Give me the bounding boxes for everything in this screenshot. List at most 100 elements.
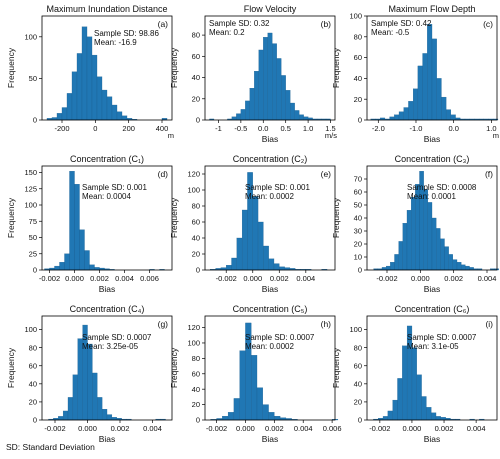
y-tick-label: 0 bbox=[358, 116, 362, 125]
x-tick-label: -0.002 bbox=[39, 274, 60, 283]
histogram-bar bbox=[66, 93, 73, 121]
histogram-bar bbox=[382, 416, 389, 421]
y-tick-label: 0 bbox=[33, 416, 37, 425]
panel-title: Concentration (C₁) bbox=[70, 154, 144, 164]
panel-letter: (f) bbox=[485, 169, 493, 179]
histogram-bar bbox=[91, 54, 98, 121]
panel-title: Concentration (C₃) bbox=[395, 154, 470, 164]
plot-frame bbox=[366, 315, 498, 421]
histogram-bar bbox=[231, 116, 237, 121]
y-axis-label: Frequency bbox=[331, 47, 341, 88]
stat-sample-sd: Sample SD: 0.0007 bbox=[407, 333, 477, 342]
histogram-bar bbox=[106, 96, 113, 121]
histogram-bar bbox=[231, 257, 237, 271]
histogram-bar bbox=[89, 264, 95, 271]
histogram-bar bbox=[87, 343, 93, 421]
histogram-bar bbox=[392, 399, 398, 421]
histogram-bar bbox=[106, 414, 113, 421]
panel-title: Concentration (C₂) bbox=[233, 154, 308, 164]
y-tick-label: 20 bbox=[354, 398, 362, 407]
histogram-bar bbox=[281, 75, 286, 121]
y-tick-label: 20 bbox=[192, 250, 200, 259]
x-axis-label: Bias bbox=[99, 434, 116, 444]
y-tick-label: 40 bbox=[29, 379, 37, 388]
stat-sample-sd: Sample SD: 0.001 bbox=[82, 183, 147, 192]
stat-sample-sd: Sample SD: 98.86 bbox=[94, 29, 159, 38]
histogram-bar bbox=[408, 101, 414, 121]
histogram-bar bbox=[227, 412, 235, 421]
y-tick-label: 0 bbox=[33, 266, 37, 275]
histogram-bar bbox=[268, 412, 275, 421]
histogram-panel-9: -0.002 0.000 0.002 0.004 0 20 40 60 80 100 Concent… bbox=[331, 304, 498, 444]
histogram-bar bbox=[61, 107, 68, 121]
panel-title: Flow Velocity bbox=[244, 4, 297, 14]
x-tick-label: 0.002 bbox=[90, 274, 109, 283]
histogram-bar bbox=[245, 100, 250, 121]
x-tick-label: -0.002 bbox=[369, 424, 390, 433]
x-tick-label: 0.002 bbox=[111, 424, 130, 433]
histogram-bar bbox=[86, 36, 93, 121]
histogram-bar bbox=[272, 43, 277, 121]
histogram-bar bbox=[121, 115, 128, 121]
y-tick-label: 10 bbox=[354, 253, 362, 262]
histogram-bar bbox=[262, 404, 269, 421]
y-tick-label: 40 bbox=[354, 379, 362, 388]
histogram-bar bbox=[256, 387, 263, 421]
histogram-bar bbox=[97, 397, 103, 421]
y-tick-label: 40 bbox=[354, 214, 362, 223]
x-tick-label: 1.0 bbox=[303, 124, 313, 133]
histogram-bar bbox=[440, 417, 446, 421]
histogram-bar bbox=[440, 238, 445, 271]
histogram-bar bbox=[411, 197, 416, 271]
y-tick-label: 20 bbox=[29, 398, 37, 407]
histogram-bar bbox=[436, 78, 442, 121]
y-tick-label: 60 bbox=[192, 369, 200, 378]
y-tick-label: 100 bbox=[24, 325, 37, 334]
histogram-bar bbox=[59, 262, 65, 271]
histogram-bar bbox=[111, 417, 117, 421]
histogram-bar bbox=[71, 71, 78, 121]
histogram-panel-4: -0.002 0.000 0.002 0.004 0.006 0 25 50 75 100 125 1… bbox=[6, 154, 173, 294]
histogram-bar bbox=[303, 116, 309, 121]
histogram-bar bbox=[111, 104, 118, 121]
plot-frame bbox=[41, 165, 173, 271]
histogram-bar bbox=[417, 65, 423, 121]
x-tick-label: 1.5 bbox=[325, 124, 335, 133]
y-tick-label: 40 bbox=[192, 234, 200, 243]
histogram-bar bbox=[389, 116, 395, 121]
histogram-bar bbox=[426, 407, 432, 421]
x-axis-unit: m/s bbox=[325, 131, 337, 140]
footnote-standard-deviation: SD: Standard Deviation bbox=[6, 442, 95, 452]
y-tick-label: 25 bbox=[29, 249, 37, 258]
panel-letter: (a) bbox=[158, 19, 169, 29]
x-tick-label: 0.004 bbox=[467, 424, 486, 433]
x-axis-unit: m bbox=[168, 131, 174, 140]
x-tick-label: 0.000 bbox=[65, 274, 84, 283]
histogram-bar bbox=[241, 209, 248, 271]
histogram-bar bbox=[431, 412, 437, 421]
stat-sample-sd: Sample SD: 0.0007 bbox=[82, 333, 152, 342]
y-tick-label: 20 bbox=[192, 94, 200, 103]
y-tick-label: 80 bbox=[29, 343, 37, 352]
x-tick-label: 0.000 bbox=[411, 274, 430, 283]
stat-mean: Mean: -16.9 bbox=[94, 38, 137, 47]
y-tick-label: 60 bbox=[354, 53, 362, 62]
y-tick-label: 50 bbox=[29, 233, 37, 242]
histogram-bar bbox=[431, 217, 437, 271]
y-tick-label: 120 bbox=[187, 323, 200, 332]
histogram-bar bbox=[448, 254, 453, 271]
y-tick-label: 150 bbox=[24, 168, 37, 177]
x-tick-label: 0.002 bbox=[270, 274, 289, 283]
y-tick-label: 0 bbox=[33, 116, 37, 125]
plot-frame bbox=[204, 15, 336, 121]
stat-sample-sd: Sample SD: 0.42 bbox=[371, 19, 432, 28]
histogram-bar bbox=[427, 24, 433, 121]
histogram-bar bbox=[406, 210, 412, 271]
x-tick-label: 0.000 bbox=[236, 424, 255, 433]
histogram-bar bbox=[84, 250, 90, 271]
histogram-bar bbox=[239, 350, 246, 421]
y-tick-label: 60 bbox=[192, 218, 200, 227]
y-tick-label: 40 bbox=[192, 73, 200, 82]
panel-title: Maximum Inundation Distance bbox=[46, 4, 167, 14]
